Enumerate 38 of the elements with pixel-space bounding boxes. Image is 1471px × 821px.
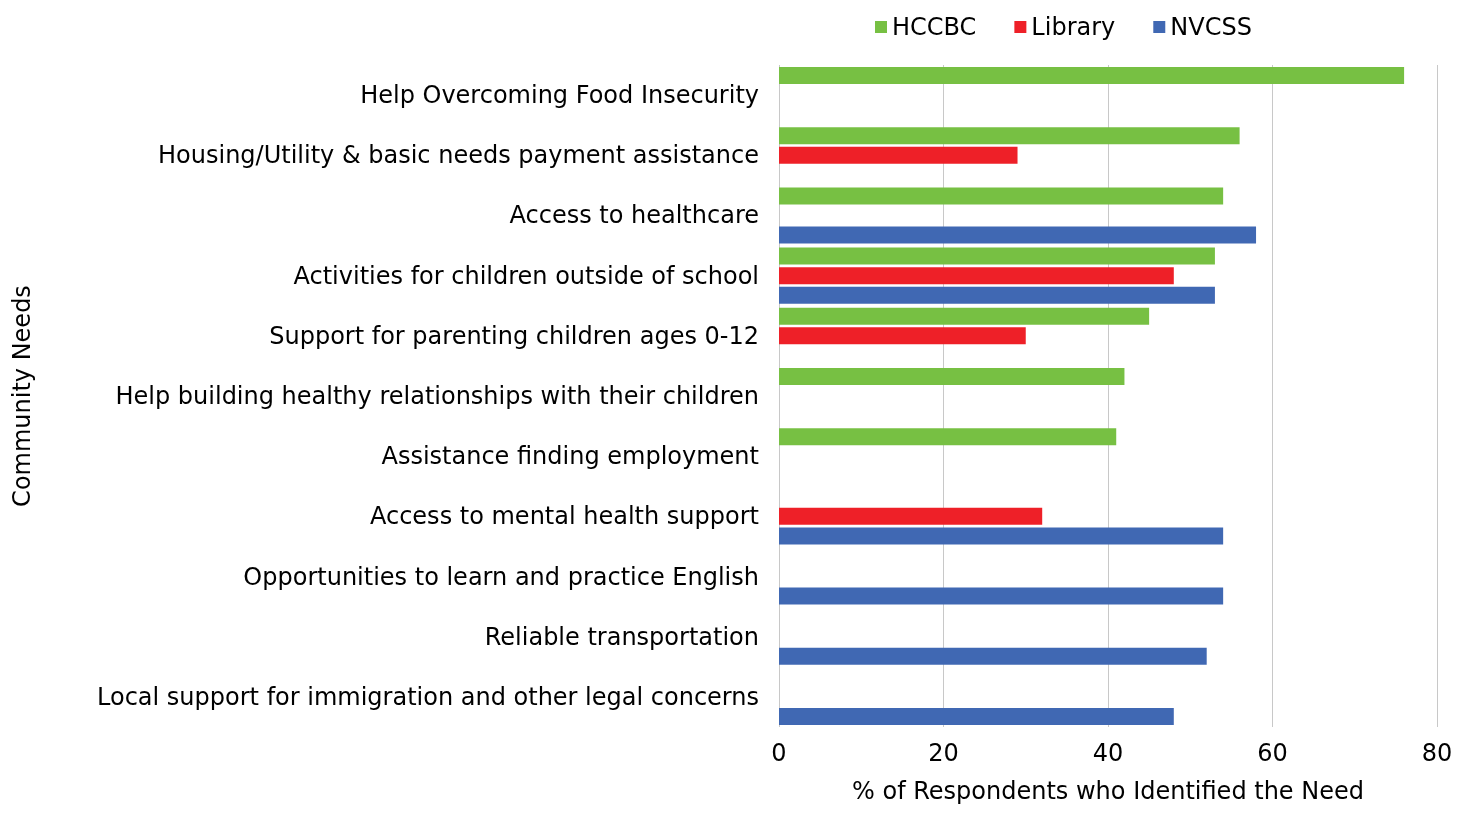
legend-label: HCCBC (892, 13, 977, 41)
x-tick-label: 80 (1421, 739, 1453, 767)
y-tick-label: Support for parenting children ages 0-12 (269, 321, 759, 350)
bar (779, 127, 1240, 145)
bar (779, 647, 1207, 665)
bar (779, 428, 1117, 446)
x-axis-title: % of Respondents who Identified the Need (852, 777, 1364, 805)
y-tick-label: Access to mental health support (369, 502, 759, 531)
bar (779, 507, 1043, 525)
bar (779, 327, 1026, 345)
bar (779, 587, 1224, 605)
bar (779, 286, 1215, 304)
y-tick-label: Help Overcoming Food Insecurity (360, 81, 759, 110)
y-tick-label: Opportunities to learn and practice English (243, 562, 759, 591)
bar (779, 707, 1174, 725)
bar (779, 267, 1174, 285)
x-tick-label: 20 (928, 739, 959, 767)
bar (779, 367, 1125, 385)
x-tick-label: 0 (771, 739, 787, 767)
bar (779, 307, 1150, 325)
bar (779, 187, 1224, 205)
y-tick-label: Local support for immigration and other legal concerns (97, 682, 759, 711)
x-tick-label: 60 (1257, 739, 1288, 767)
y-tick-label: Activities for children outside of school (293, 261, 759, 290)
bar (779, 67, 1405, 85)
legend-label: Library (1031, 13, 1116, 41)
bar (779, 226, 1257, 244)
y-axis-title: Community Needs (8, 285, 36, 507)
bar (779, 146, 1018, 164)
y-tick-label: Help building healthy relationships with their children (115, 382, 759, 410)
bar (779, 527, 1224, 545)
y-tick-label: Assistance finding employment (381, 442, 759, 471)
legend-label: NVCSS (1170, 13, 1252, 41)
y-tick-label: Housing/Utility & basic needs payment assistance (158, 141, 759, 170)
bar (779, 247, 1215, 265)
y-tick-label: Access to healthcare (509, 201, 759, 230)
y-tick-label: Reliable transportation (484, 622, 759, 651)
x-tick-label: 40 (1092, 739, 1124, 767)
